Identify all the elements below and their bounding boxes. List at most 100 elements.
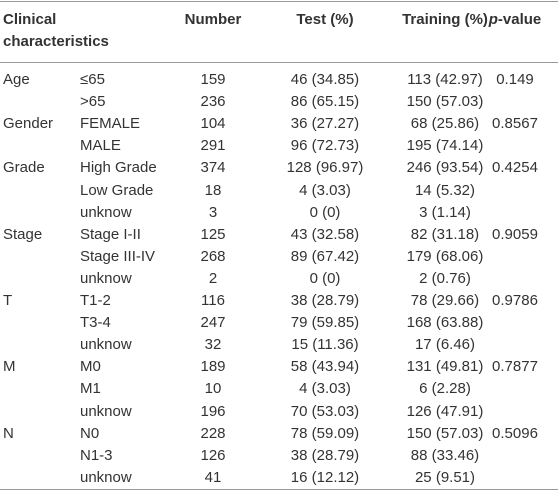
test: 70 (53.03) bbox=[290, 402, 360, 420]
training: 78 (29.66) bbox=[410, 292, 480, 309]
training: 195 (74.14) bbox=[406, 137, 484, 155]
number: 236 bbox=[200, 93, 226, 111]
training: 68 (25.86) bbox=[410, 115, 480, 133]
test: 15 (11.36) bbox=[291, 336, 359, 354]
number: 196 bbox=[200, 402, 226, 420]
training: 6 (2.28) bbox=[419, 380, 471, 398]
subgroup: M1 bbox=[80, 380, 101, 398]
subgroup: unknow bbox=[80, 203, 132, 221]
number: 18 bbox=[204, 181, 222, 199]
test: 38 (28.79) bbox=[290, 292, 360, 309]
p-value: 0.4254 bbox=[492, 159, 538, 177]
p-value: 0.7877 bbox=[492, 358, 538, 376]
subgroup: M0 bbox=[80, 358, 101, 376]
training: 131 (49.81) bbox=[406, 358, 484, 376]
training: 82 (31.18) bbox=[410, 225, 480, 243]
number: 2 bbox=[208, 269, 218, 287]
number: 10 bbox=[204, 380, 222, 398]
training: 150 (57.03) bbox=[406, 93, 484, 111]
training: 14 (5.32) bbox=[414, 181, 476, 199]
test: 86 (65.15) bbox=[290, 93, 360, 111]
header-cell: p-value bbox=[455, 9, 558, 31]
group-name: Stage bbox=[3, 225, 43, 243]
training: 2 (0.76) bbox=[419, 269, 471, 287]
training: 168 (63.88) bbox=[406, 314, 484, 332]
test: 0 (0) bbox=[309, 269, 341, 287]
test: 43 (32.58) bbox=[290, 225, 360, 243]
header-rule bbox=[0, 62, 558, 63]
top-rule bbox=[0, 1, 558, 2]
subgroup: unknow bbox=[80, 468, 132, 486]
number: 374 bbox=[200, 159, 226, 177]
subgroup: Stage I-II bbox=[80, 225, 141, 243]
group-name: N bbox=[3, 424, 14, 442]
training: 126 (47.91) bbox=[406, 402, 484, 420]
number: 3 bbox=[208, 203, 218, 221]
training: 179 (68.06) bbox=[406, 247, 484, 265]
subgroup: Stage III-IV bbox=[80, 247, 156, 265]
subgroup: T1-2 bbox=[80, 292, 111, 309]
header-cell: Clinical characteristics bbox=[3, 11, 109, 50]
number: 228 bbox=[200, 424, 226, 442]
number: 126 bbox=[200, 446, 226, 464]
header-italic: p bbox=[488, 11, 498, 28]
number: 41 bbox=[204, 468, 222, 486]
test: 78 (59.09) bbox=[290, 424, 360, 442]
subgroup: N0 bbox=[80, 424, 100, 442]
number: 247 bbox=[200, 314, 226, 332]
number: 268 bbox=[200, 247, 226, 265]
group-name: T bbox=[3, 292, 13, 309]
number: 159 bbox=[200, 71, 226, 88]
group-name: Grade bbox=[3, 159, 45, 177]
test: 38 (28.79) bbox=[290, 446, 360, 464]
subgroup: High Grade bbox=[80, 159, 157, 177]
subgroup: T3-4 bbox=[80, 314, 111, 332]
number: 116 bbox=[201, 292, 225, 309]
p-value: 0.149 bbox=[496, 71, 534, 88]
group-name: Age bbox=[3, 71, 30, 88]
number: 104 bbox=[200, 115, 226, 133]
header-text: -value bbox=[497, 11, 542, 28]
subgroup: unknow bbox=[80, 402, 132, 420]
subgroup: unknow bbox=[80, 336, 132, 354]
training: 88 (33.46) bbox=[410, 446, 480, 464]
subgroup: >65 bbox=[80, 93, 106, 111]
p-value: 0.9786 bbox=[492, 292, 538, 309]
test: 0 (0) bbox=[309, 203, 341, 221]
p-value: 0.9059 bbox=[492, 225, 538, 243]
bottom-rule bbox=[0, 489, 558, 490]
group-name: Gender bbox=[3, 115, 54, 133]
test: 79 (59.85) bbox=[290, 314, 360, 332]
subgroup: N1-3 bbox=[80, 446, 113, 464]
number: 291 bbox=[200, 137, 226, 155]
p-value: 0.5096 bbox=[492, 424, 538, 442]
subgroup: ≤65 bbox=[80, 71, 105, 88]
test: 96 (72.73) bbox=[290, 137, 360, 155]
training: 25 (9.51) bbox=[414, 468, 476, 486]
test: 16 (12.12) bbox=[290, 468, 360, 486]
subgroup: MALE bbox=[80, 137, 121, 155]
number: 189 bbox=[200, 358, 226, 376]
header-cell: Number bbox=[184, 11, 242, 28]
p-value: 0.8567 bbox=[492, 115, 538, 133]
group-name: M bbox=[3, 358, 16, 376]
test: 128 (96.97) bbox=[286, 159, 364, 177]
number: 125 bbox=[200, 225, 226, 243]
training: 3 (1.14) bbox=[419, 203, 471, 221]
test: 4 (3.03) bbox=[299, 380, 351, 398]
test: 58 (43.94) bbox=[290, 358, 360, 376]
test: 36 (27.27) bbox=[290, 115, 360, 133]
training: 150 (57.03) bbox=[406, 424, 484, 442]
subgroup: Low Grade bbox=[80, 181, 154, 199]
header-cell: Training (%) bbox=[402, 11, 488, 28]
test: 4 (3.03) bbox=[299, 181, 351, 199]
test: 46 (34.85) bbox=[290, 71, 360, 88]
test: 89 (67.42) bbox=[290, 247, 360, 265]
training: 113 (42.97) bbox=[407, 71, 483, 88]
training: 17 (6.46) bbox=[414, 336, 476, 354]
training: 246 (93.54) bbox=[406, 159, 484, 177]
header-cell: Test (%) bbox=[296, 11, 354, 28]
number: 32 bbox=[204, 336, 222, 354]
subgroup: unknow bbox=[80, 269, 132, 287]
